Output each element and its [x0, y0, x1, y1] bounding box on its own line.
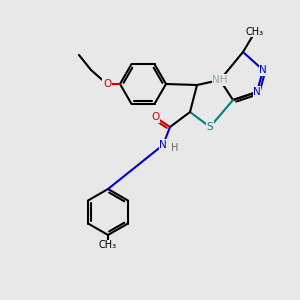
Text: NH: NH: [212, 75, 228, 85]
Text: N: N: [253, 87, 261, 97]
Text: H: H: [171, 143, 179, 153]
Text: O: O: [151, 112, 159, 122]
Text: S: S: [207, 122, 213, 132]
Text: N: N: [159, 140, 167, 150]
Text: CH₃: CH₃: [99, 240, 117, 250]
Text: CH₃: CH₃: [246, 27, 264, 37]
Text: O: O: [103, 79, 111, 89]
Text: N: N: [259, 65, 267, 75]
